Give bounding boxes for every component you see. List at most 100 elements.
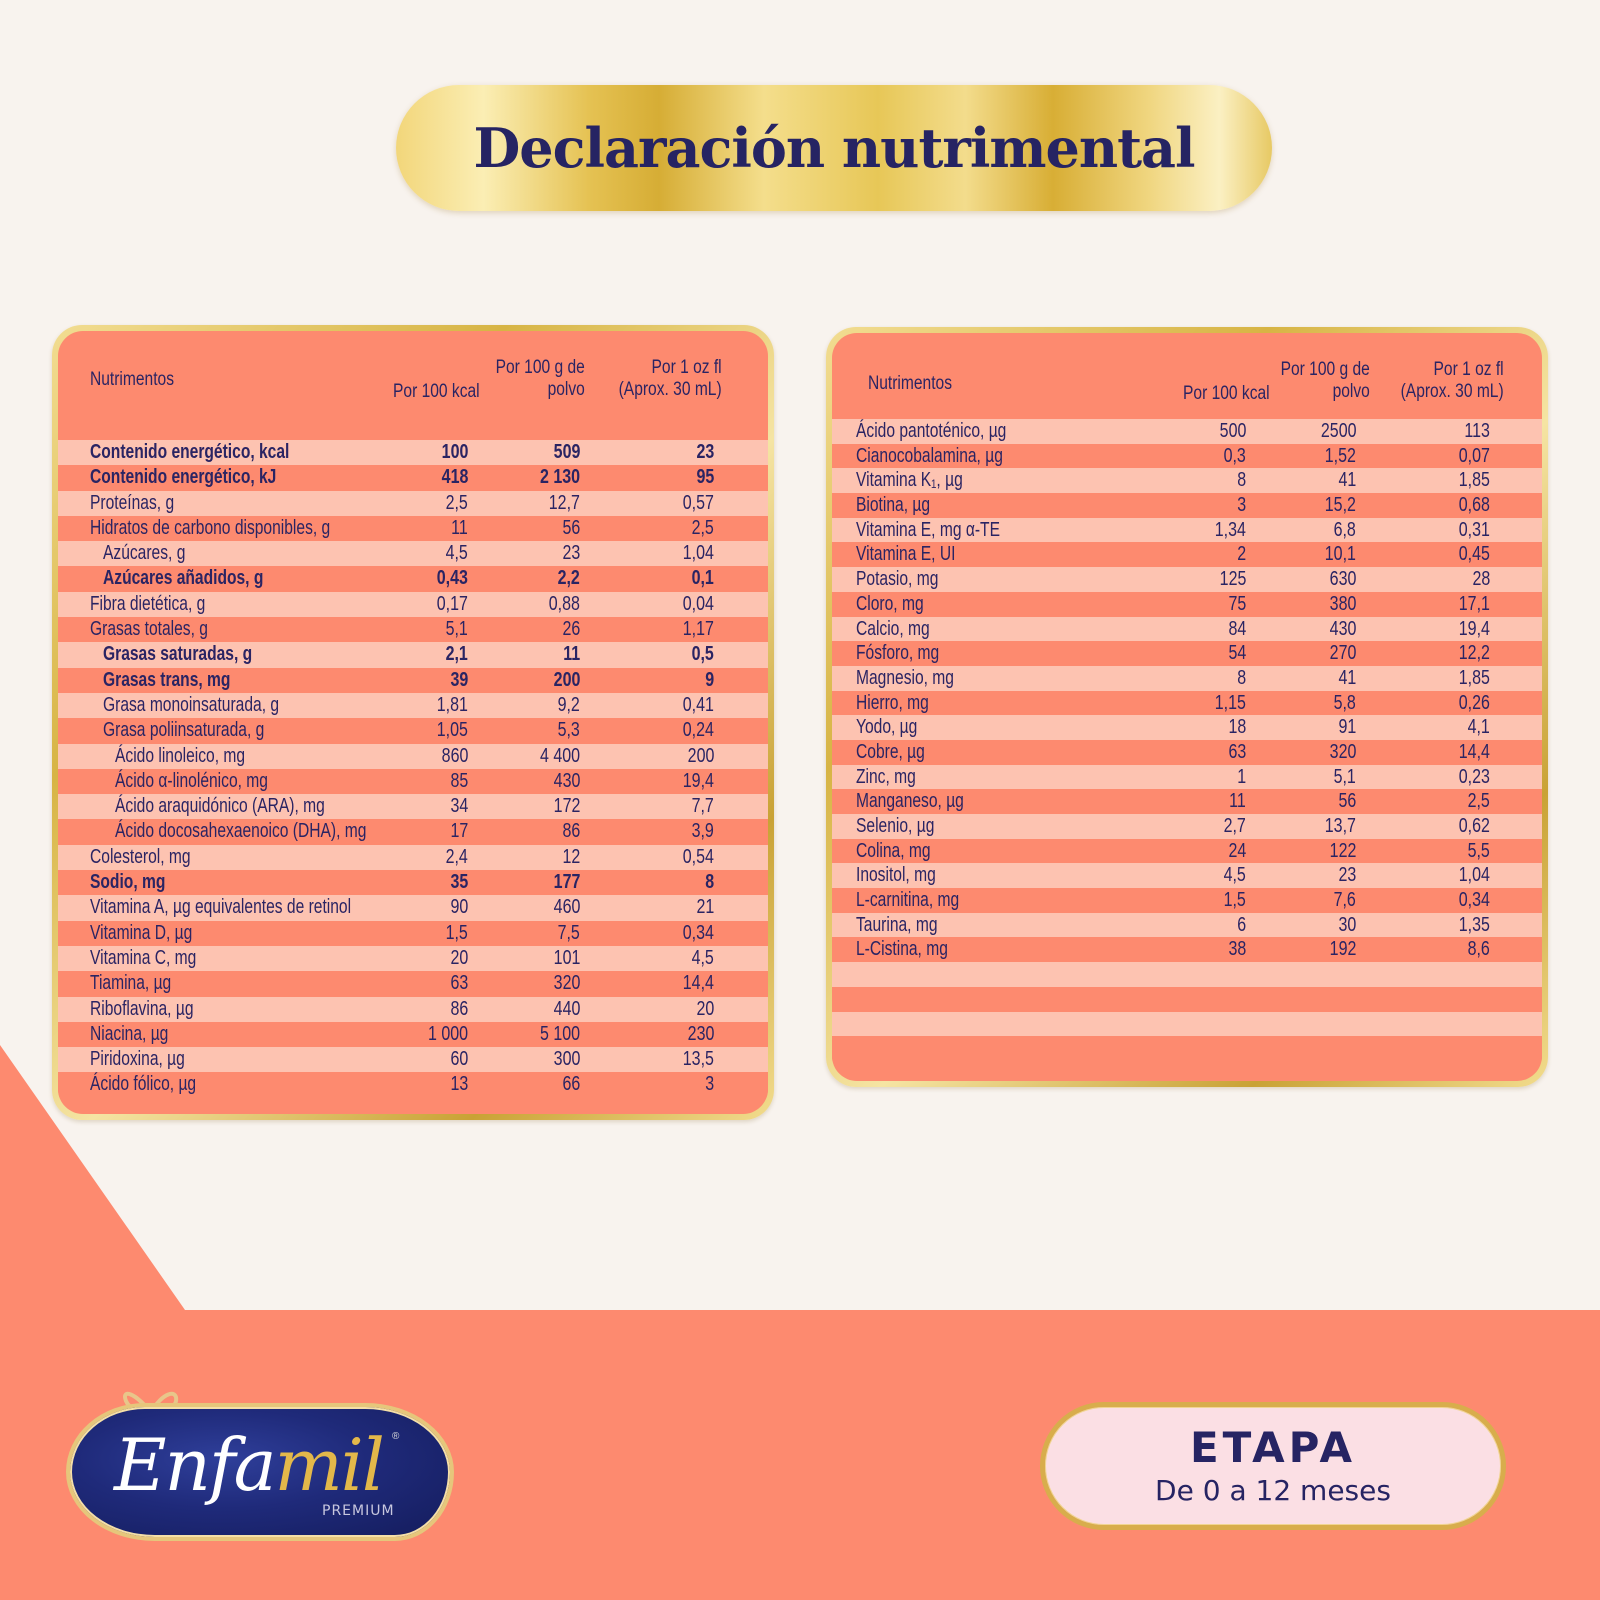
table-row: Proteínas, g 2,5 12,7 0,57 xyxy=(58,490,768,516)
value-per-100-kcal: 13 xyxy=(450,1073,468,1096)
value-per-1-oz: 3 xyxy=(705,1073,714,1096)
table-row: Biotina, µg 3 15,2 0,68 xyxy=(832,493,1542,518)
value-per-100g-powder: 56 xyxy=(1338,790,1356,813)
nutrient-name: Cloro, mg xyxy=(856,592,924,615)
nutrient-name: Yodo, µg xyxy=(856,716,918,739)
value-per-100g-powder: 5,8 xyxy=(1333,691,1356,714)
nutrient-name: L-carnitina, mg xyxy=(856,889,960,912)
nutrient-name: Riboflavina, µg xyxy=(90,997,194,1020)
nutrient-name: Potasio, mg xyxy=(856,568,939,591)
value-per-1-oz: 8,6 xyxy=(1467,938,1490,961)
nutrient-name: Inositol, mg xyxy=(856,864,936,887)
value-per-1-oz: 28 xyxy=(1472,568,1490,591)
table-row: Ácido fólico, µg 13 66 3 xyxy=(58,1072,768,1098)
table-row: Colina, mg 24 122 5,5 xyxy=(832,838,1542,864)
table-row: Grasas trans, mg 39 200 9 xyxy=(58,667,768,693)
table-row: Selenio, µg 2,7 13,7 0,62 xyxy=(832,814,1542,839)
value-per-100-kcal: 2,4 xyxy=(445,845,468,868)
value-per-100-kcal: 11 xyxy=(451,516,468,539)
nutrient-name: Fósforo, mg xyxy=(856,642,940,665)
table-row: Azúcares, g 4,5 23 1,04 xyxy=(58,541,768,567)
nutrient-name: Biotina, µg xyxy=(856,494,931,517)
value-per-100-kcal: 39 xyxy=(450,668,468,691)
value-per-1-oz: 200 xyxy=(687,744,714,767)
value-per-1-oz: 1,85 xyxy=(1458,666,1490,689)
nutrient-name: Contenido energético, kJ xyxy=(90,466,277,489)
table-row: Cianocobalamina, µg 0,3 1,52 0,07 xyxy=(832,443,1542,469)
value-per-100g-powder: 26 xyxy=(562,618,580,641)
table-row xyxy=(832,986,1542,1012)
nutrient-name: Ácido linoleico, mg xyxy=(115,744,246,767)
value-per-100-kcal: 418 xyxy=(441,466,468,489)
table-row: Vitamina E, UI 2 10,1 0,45 xyxy=(832,542,1542,568)
value-per-1-oz: 2,5 xyxy=(691,516,714,539)
value-per-100-kcal: 6 xyxy=(1237,913,1246,936)
value-per-1-oz: 1,04 xyxy=(682,542,714,565)
value-per-1-oz: 0,68 xyxy=(1458,494,1490,517)
value-per-100g-powder: 2 130 xyxy=(539,466,580,489)
header-per-100-kcal: Por 100 kcal xyxy=(1183,383,1270,404)
value-per-100-kcal: 38 xyxy=(1228,938,1246,961)
table-row: Cloro, mg 75 380 17,1 xyxy=(832,591,1542,617)
stage-age-range: De 0 a 12 meses xyxy=(1155,1474,1391,1507)
table-row: Hidratos de carbono disponibles, g 11 56 2,… xyxy=(58,515,768,542)
nutrient-name: Grasa poliinsaturada, g xyxy=(103,719,265,742)
table-row: Inositol, mg 4,5 23 1,04 xyxy=(832,863,1542,889)
value-per-100-kcal: 35 xyxy=(450,871,468,894)
value-per-1-oz: 0,23 xyxy=(1458,765,1490,788)
nutrient-name: Magnesio, mg xyxy=(856,666,954,689)
value-per-100g-powder: 0,88 xyxy=(548,592,580,615)
value-per-1-oz: 1,17 xyxy=(682,618,714,641)
nutrient-name: Azúcares añadidos, g xyxy=(103,567,264,590)
value-per-100g-powder: 200 xyxy=(553,668,580,691)
table-row: Magnesio, mg 8 41 1,85 xyxy=(832,665,1542,691)
value-per-1-oz: 4,1 xyxy=(1467,716,1490,739)
table-row: Zinc, mg 1 5,1 0,23 xyxy=(832,764,1542,790)
value-per-100-kcal: 20 xyxy=(450,946,468,969)
title-banner: Declaración nutrimental xyxy=(396,85,1272,211)
value-per-100g-powder: 41 xyxy=(1338,666,1356,689)
value-per-100g-powder: 66 xyxy=(562,1073,580,1096)
nutrient-name: Vitamina E, mg α-TE xyxy=(856,518,1000,541)
nutrient-name: Cobre, µg xyxy=(856,740,925,763)
table-header: Nutrimentos Por 100 kcal Por 100 g de po… xyxy=(832,333,1542,428)
value-per-100g-powder: 270 xyxy=(1329,642,1356,665)
table-row xyxy=(832,962,1542,987)
nutrient-name: Niacina, µg xyxy=(90,1022,169,1045)
value-per-1-oz: 8 xyxy=(705,871,714,894)
nutrient-name: Selenio, µg xyxy=(856,815,935,837)
nutrient-name: Fibra dietética, g xyxy=(90,592,206,615)
value-per-100g-powder: 5,1 xyxy=(1333,765,1356,788)
table-row: Piridoxina, µg 60 300 13,5 xyxy=(58,1047,768,1073)
value-per-100g-powder: 172 xyxy=(553,795,580,818)
value-per-100-kcal: 4,5 xyxy=(1223,864,1246,887)
table-row: Contenido energético, kJ 418 2 130 95 xyxy=(58,465,768,491)
nutrient-name: Vitamina D, µg xyxy=(90,921,193,944)
value-per-100-kcal: 2 xyxy=(1237,543,1246,566)
value-per-100g-powder: 380 xyxy=(1329,592,1356,615)
value-per-100g-powder: 9,2 xyxy=(557,693,580,716)
value-per-1-oz: 14,4 xyxy=(682,972,714,995)
value-per-100-kcal: 1,5 xyxy=(445,921,468,944)
header-nutrient: Nutrimentos xyxy=(90,369,174,390)
enfamil-logo: Enfamil ® PREMIUM xyxy=(66,1385,454,1545)
nutrient-name: Vitamina K₁, µg xyxy=(856,469,963,492)
table-row xyxy=(832,1011,1542,1037)
nutrient-name: Tiamina, µg xyxy=(90,972,172,995)
table-row: L-Cistina, mg 38 192 8,6 xyxy=(832,937,1542,963)
nutrient-name: Grasa monoinsaturada, g xyxy=(103,693,280,716)
value-per-100-kcal: 8 xyxy=(1237,666,1246,689)
value-per-100-kcal: 18 xyxy=(1228,716,1246,739)
value-per-1-oz: 1,85 xyxy=(1458,469,1490,492)
value-per-100g-powder: 6,8 xyxy=(1333,518,1356,541)
table-row: Contenido energético, kcal 100 509 23 xyxy=(58,440,768,466)
table-row: Niacina, µg 1 000 5 100 230 xyxy=(58,1021,768,1048)
table-row: Grasa poliinsaturada, g 1,05 5,3 0,24 xyxy=(58,718,768,744)
value-per-100g-powder: 86 xyxy=(562,820,580,843)
table-row: Sodio, mg 35 177 8 xyxy=(58,870,768,896)
value-per-100-kcal: 11 xyxy=(1229,790,1246,813)
value-per-100g-powder: 91 xyxy=(1338,716,1356,739)
value-per-1-oz: 95 xyxy=(696,466,714,489)
value-per-1-oz: 4,5 xyxy=(691,946,714,969)
nutrient-name: Contenido energético, kcal xyxy=(90,441,290,463)
